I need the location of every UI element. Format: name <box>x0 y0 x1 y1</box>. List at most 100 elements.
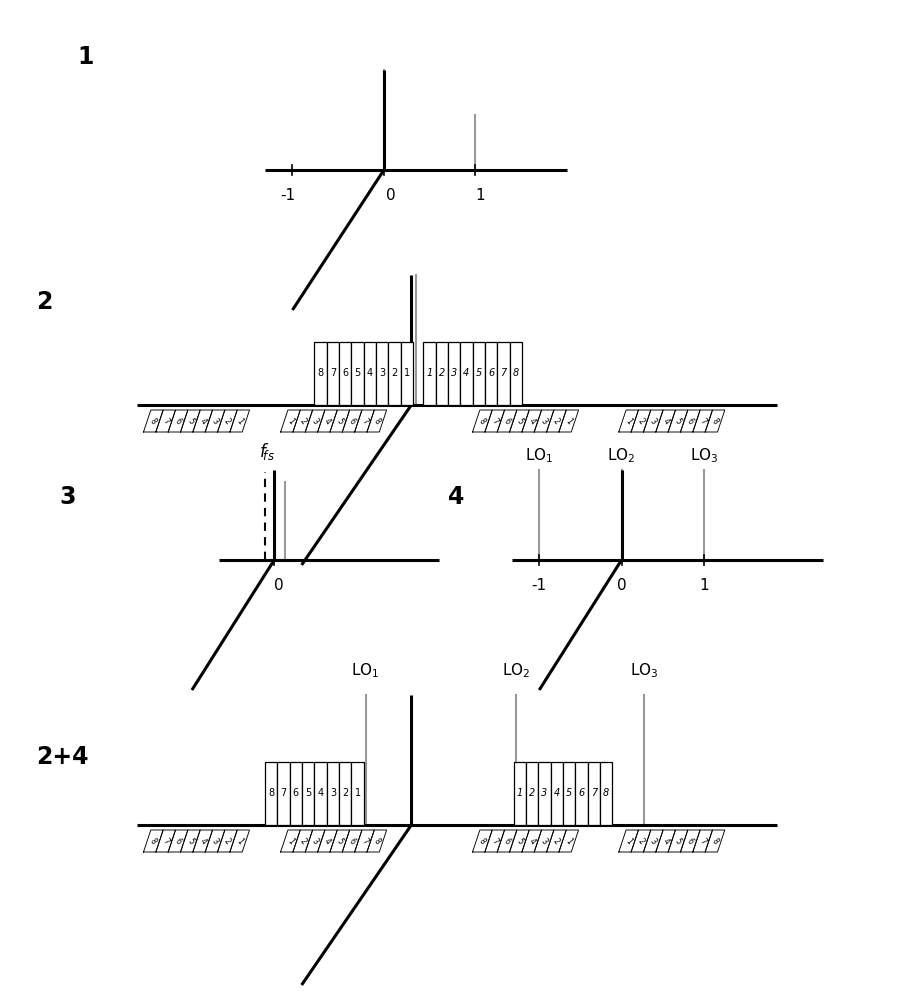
Text: 1: 1 <box>564 416 574 426</box>
Bar <box>351 342 364 405</box>
Bar <box>435 342 448 405</box>
Polygon shape <box>367 410 387 432</box>
Text: 1: 1 <box>235 416 245 426</box>
Text: 1: 1 <box>285 416 295 426</box>
Polygon shape <box>668 410 688 432</box>
Polygon shape <box>230 830 250 852</box>
Text: 1: 1 <box>623 416 633 426</box>
Text: 8: 8 <box>603 788 610 798</box>
Polygon shape <box>305 410 325 432</box>
Text: 1: 1 <box>426 368 432 378</box>
Text: 7: 7 <box>161 836 171 846</box>
Text: 8: 8 <box>148 836 158 846</box>
Text: 3: 3 <box>330 788 336 798</box>
Bar <box>563 762 576 825</box>
Polygon shape <box>680 830 700 852</box>
Polygon shape <box>484 830 505 852</box>
Text: 7: 7 <box>490 416 500 426</box>
Polygon shape <box>619 410 638 432</box>
Polygon shape <box>706 410 725 432</box>
Polygon shape <box>547 410 566 432</box>
Polygon shape <box>534 830 554 852</box>
Text: 7: 7 <box>359 416 369 426</box>
Text: 2: 2 <box>37 290 53 314</box>
Text: 5: 5 <box>673 416 683 426</box>
Text: 2: 2 <box>222 416 232 426</box>
Polygon shape <box>473 830 492 852</box>
Polygon shape <box>218 830 238 852</box>
Text: 8: 8 <box>513 368 519 378</box>
Text: 1: 1 <box>623 836 633 846</box>
Text: 4: 4 <box>323 416 333 426</box>
Text: 5: 5 <box>355 368 361 378</box>
Bar <box>497 342 509 405</box>
Polygon shape <box>680 410 700 432</box>
Polygon shape <box>559 830 579 852</box>
Text: 5: 5 <box>566 788 572 798</box>
Polygon shape <box>342 410 362 432</box>
Polygon shape <box>317 830 337 852</box>
Bar <box>484 342 497 405</box>
Polygon shape <box>193 830 212 852</box>
Text: 7: 7 <box>161 416 171 426</box>
Text: 4: 4 <box>197 836 207 846</box>
Text: 8: 8 <box>372 836 382 846</box>
Text: 5: 5 <box>186 416 196 426</box>
Text: 6: 6 <box>292 788 299 798</box>
Polygon shape <box>497 410 516 432</box>
Bar <box>339 342 352 405</box>
Bar <box>538 762 550 825</box>
Text: 7: 7 <box>697 836 707 846</box>
Polygon shape <box>355 830 375 852</box>
Text: 1: 1 <box>404 368 410 378</box>
Bar <box>302 762 314 825</box>
Text: LO$_2$: LO$_2$ <box>503 661 530 680</box>
Text: 2: 2 <box>551 416 561 426</box>
Text: 1: 1 <box>235 836 245 846</box>
Text: 0: 0 <box>274 578 283 593</box>
Text: 3: 3 <box>59 485 76 509</box>
Bar <box>364 342 377 405</box>
Polygon shape <box>230 410 250 432</box>
Text: 7: 7 <box>330 368 336 378</box>
Text: 4: 4 <box>463 368 470 378</box>
Text: 2: 2 <box>342 788 348 798</box>
Text: 2: 2 <box>529 788 536 798</box>
Text: LO$_1$: LO$_1$ <box>525 446 554 465</box>
Bar <box>526 762 538 825</box>
Bar <box>278 762 290 825</box>
Polygon shape <box>181 410 200 432</box>
Text: 2: 2 <box>298 416 308 426</box>
Text: 6: 6 <box>502 836 512 846</box>
Bar <box>290 762 303 825</box>
Text: -1: -1 <box>532 578 547 593</box>
Text: 6: 6 <box>347 416 357 426</box>
Text: 7: 7 <box>359 836 369 846</box>
Polygon shape <box>656 410 675 432</box>
Text: 4: 4 <box>661 416 671 426</box>
Text: 7: 7 <box>281 788 287 798</box>
Text: 7: 7 <box>500 368 506 378</box>
Text: 0: 0 <box>617 578 626 593</box>
Text: 5: 5 <box>475 368 482 378</box>
Text: -1: -1 <box>281 188 295 203</box>
Text: 1: 1 <box>285 836 295 846</box>
Text: 4: 4 <box>661 836 671 846</box>
Text: 3: 3 <box>539 416 549 426</box>
Polygon shape <box>656 830 675 852</box>
Text: LO$_2$: LO$_2$ <box>608 446 635 465</box>
Text: 8: 8 <box>372 416 382 426</box>
Text: 6: 6 <box>342 368 348 378</box>
Bar <box>448 342 461 405</box>
Polygon shape <box>281 410 300 432</box>
Text: 2: 2 <box>439 368 445 378</box>
Bar <box>461 342 473 405</box>
Text: 1: 1 <box>355 788 361 798</box>
Text: 6: 6 <box>686 416 696 426</box>
Text: 1: 1 <box>516 788 523 798</box>
Text: 2: 2 <box>636 836 646 846</box>
Polygon shape <box>305 830 325 852</box>
Polygon shape <box>330 830 349 852</box>
Text: 2: 2 <box>222 836 232 846</box>
Text: 6: 6 <box>502 416 512 426</box>
